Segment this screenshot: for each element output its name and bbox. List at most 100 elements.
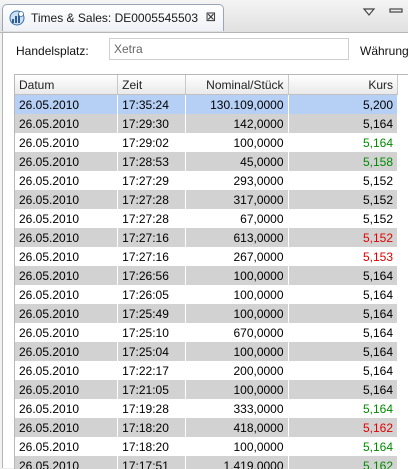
- clock-chart-icon: [9, 10, 25, 26]
- table-row[interactable]: 26.05.2010 17:27:16 267,0000 5,153: [15, 247, 399, 266]
- table-row[interactable]: 26.05.2010 17:35:24 130.109,0000 5,200: [15, 94, 399, 114]
- cell-price: 5,164: [288, 114, 399, 133]
- table-row[interactable]: 26.05.2010 17:25:04 100,0000 5,164: [15, 342, 399, 361]
- cell-price: 5,162: [288, 456, 399, 469]
- cell-date: 26.05.2010: [15, 437, 119, 456]
- cell-price: 5,164: [288, 285, 399, 304]
- exchange-field[interactable]: Xetra: [109, 38, 349, 60]
- currency-label: Währung:: [360, 44, 408, 58]
- table-row[interactable]: 26.05.2010 17:22:17 200,0000 5,164: [15, 361, 399, 380]
- cell-date: 26.05.2010: [15, 304, 119, 323]
- cell-date: 26.05.2010: [15, 323, 119, 342]
- cell-date: 26.05.2010: [15, 342, 119, 361]
- cell-time: 17:27:16: [117, 247, 186, 266]
- table-row[interactable]: 26.05.2010 17:19:28 333,0000 5,164: [15, 399, 399, 418]
- table-row[interactable]: 26.05.2010 17:27:28 317,0000 5,152: [15, 190, 399, 209]
- cell-nominal: 267,0000: [185, 247, 289, 266]
- cell-date: 26.05.2010: [15, 380, 119, 399]
- table-row[interactable]: 26.05.2010 17:29:02 100,0000 5,164: [15, 133, 399, 152]
- cell-time: 17:25:04: [117, 342, 186, 361]
- cell-nominal: 317,0000: [185, 190, 289, 209]
- cell-time: 17:22:17: [117, 361, 186, 380]
- cell-nominal: 100,0000: [185, 133, 289, 152]
- column-header-time[interactable]: Zeit: [117, 75, 186, 95]
- cell-time: 17:26:56: [117, 266, 186, 285]
- view-tab-bar: Times & Sales: DE0005545503 ⊠: [0, 0, 408, 33]
- cell-price: 5,200: [288, 94, 399, 114]
- cell-price: 5,164: [288, 399, 399, 418]
- times-and-sales-tab[interactable]: Times & Sales: DE0005545503 ⊠: [2, 4, 224, 31]
- cell-nominal: 1.419,0000: [185, 456, 289, 469]
- trades-table[interactable]: Datum Zeit Nominal/Stück Kurs 26.05.2010…: [14, 74, 408, 469]
- cell-date: 26.05.2010: [15, 266, 119, 285]
- cell-time: 17:29:02: [117, 133, 186, 152]
- cell-price: 5,158: [288, 152, 399, 171]
- cell-time: 17:17:51: [117, 456, 186, 469]
- cell-time: 17:25:49: [117, 304, 186, 323]
- cell-time: 17:27:16: [117, 228, 186, 247]
- table-row[interactable]: 26.05.2010 17:18:20 100,0000 5,164: [15, 437, 399, 456]
- cell-price: 5,152: [288, 171, 399, 190]
- cell-nominal: 100,0000: [185, 342, 289, 361]
- table-row[interactable]: 26.05.2010 17:17:51 1.419,0000 5,162: [15, 456, 399, 469]
- cell-nominal: 130.109,0000: [185, 94, 289, 114]
- cell-date: 26.05.2010: [15, 456, 119, 469]
- cell-nominal: 100,0000: [185, 304, 289, 323]
- cell-price: 5,164: [288, 361, 399, 380]
- table-row[interactable]: 26.05.2010 17:27:29 293,0000 5,152: [15, 171, 399, 190]
- cell-date: 26.05.2010: [15, 418, 119, 437]
- table-row[interactable]: 26.05.2010 17:26:56 100,0000 5,164: [15, 266, 399, 285]
- cell-nominal: 333,0000: [185, 399, 289, 418]
- cell-date: 26.05.2010: [15, 285, 119, 304]
- minimize-view-icon[interactable]: [388, 5, 404, 17]
- table-row[interactable]: 26.05.2010 17:18:20 418,0000 5,162: [15, 418, 399, 437]
- cell-time: 17:25:10: [117, 323, 186, 342]
- cell-nominal: 100,0000: [185, 266, 289, 285]
- table-header-row: Datum Zeit Nominal/Stück Kurs: [15, 75, 399, 95]
- exchange-label: Handelsplatz:: [16, 44, 89, 58]
- view-content: Handelsplatz: Xetra Währung: Datum Zeit …: [2, 33, 408, 469]
- cell-date: 26.05.2010: [15, 228, 119, 247]
- cell-nominal: 45,0000: [185, 152, 289, 171]
- cell-time: 17:19:28: [117, 399, 186, 418]
- close-tab-icon[interactable]: ⊠: [205, 9, 217, 24]
- table-row[interactable]: 26.05.2010 17:25:10 670,0000 5,164: [15, 323, 399, 342]
- cell-price: 5,152: [288, 190, 399, 209]
- cell-time: 17:18:20: [117, 418, 186, 437]
- view-menu-chevron-icon[interactable]: [362, 6, 376, 18]
- cell-time: 17:35:24: [117, 94, 186, 114]
- column-header-nominal[interactable]: Nominal/Stück: [185, 75, 289, 95]
- cell-time: 17:27:29: [117, 171, 186, 190]
- column-header-price[interactable]: Kurs: [288, 75, 399, 95]
- column-header-date[interactable]: Datum: [15, 75, 119, 95]
- table-row[interactable]: 26.05.2010 17:25:49 100,0000 5,164: [15, 304, 399, 323]
- cell-time: 17:27:28: [117, 209, 186, 228]
- cell-nominal: 142,0000: [185, 114, 289, 133]
- cell-nominal: 67,0000: [185, 209, 289, 228]
- cell-date: 26.05.2010: [15, 133, 119, 152]
- cell-time: 17:26:05: [117, 285, 186, 304]
- cell-time: 17:21:05: [117, 380, 186, 399]
- cell-price: 5,164: [288, 266, 399, 285]
- cell-date: 26.05.2010: [15, 152, 119, 171]
- cell-price: 5,164: [288, 323, 399, 342]
- cell-date: 26.05.2010: [15, 361, 119, 380]
- cell-time: 17:29:30: [117, 114, 186, 133]
- cell-price: 5,152: [288, 228, 399, 247]
- cell-nominal: 670,0000: [185, 323, 289, 342]
- table-row[interactable]: 26.05.2010 17:28:53 45,0000 5,158: [15, 152, 399, 171]
- cell-price: 5,164: [288, 342, 399, 361]
- cell-price: 5,153: [288, 247, 399, 266]
- table-row[interactable]: 26.05.2010 17:27:28 67,0000 5,152: [15, 209, 399, 228]
- cell-price: 5,164: [288, 133, 399, 152]
- table-row[interactable]: 26.05.2010 17:29:30 142,0000 5,164: [15, 114, 399, 133]
- cell-nominal: 200,0000: [185, 361, 289, 380]
- table-row[interactable]: 26.05.2010 17:26:05 100,0000 5,164: [15, 285, 399, 304]
- table-row[interactable]: 26.05.2010 17:21:05 100,0000 5,164: [15, 380, 399, 399]
- cell-price: 5,164: [288, 437, 399, 456]
- cell-price: 5,162: [288, 418, 399, 437]
- cell-date: 26.05.2010: [15, 247, 119, 266]
- cell-date: 26.05.2010: [15, 190, 119, 209]
- table-row[interactable]: 26.05.2010 17:27:16 613,0000 5,152: [15, 228, 399, 247]
